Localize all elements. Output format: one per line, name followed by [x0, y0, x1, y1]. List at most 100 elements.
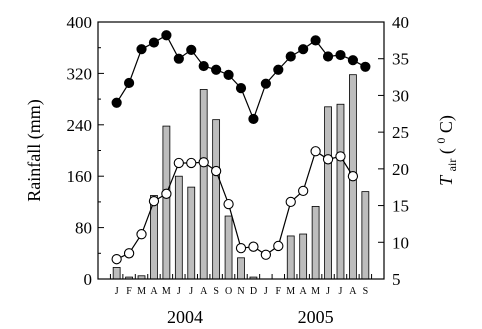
right-axis-label-sub: air [445, 159, 459, 172]
rainfall-bar-15 [299, 233, 308, 280]
month-label-10: N [237, 286, 244, 297]
rainfall-bar-0 [112, 267, 121, 280]
month-label-19: A [349, 286, 357, 297]
rainfall-bar-20 [361, 191, 370, 280]
rainfall-bar-17 [324, 106, 332, 280]
temp-min-point-5 [173, 157, 184, 169]
left-axis-ticks: 0 80 160 240 320 400 [67, 13, 104, 289]
temp-max-point-12 [260, 78, 271, 89]
temp-max-point-3 [148, 37, 160, 48]
month-label-7: A [200, 286, 208, 297]
left-tick-label-240: 240 [67, 116, 93, 135]
right-tick-label-30: 30 [392, 86, 409, 105]
month-label-16: M [311, 286, 320, 297]
temp-max-point-19 [347, 55, 359, 66]
temp-min-point-17 [322, 154, 334, 165]
left-tick-label-400: 400 [67, 13, 93, 32]
temperature-markers [111, 30, 371, 265]
temp-max-point-15 [298, 44, 309, 55]
right-tick-label-40: 40 [392, 13, 409, 32]
rainfall-bar-8 [212, 119, 221, 280]
month-label-5: J [177, 286, 181, 297]
temp-min-point-19 [347, 171, 359, 182]
temp-max-point-18 [335, 49, 346, 61]
rainfall-bar-4 [162, 125, 171, 280]
temp-min-point-0 [111, 254, 122, 265]
temp-max-point-5 [173, 53, 184, 64]
month-label-12: J [264, 286, 268, 297]
temp-max-point-2 [136, 44, 147, 55]
month-label-0: J [115, 286, 119, 297]
rainfall-bar-6 [187, 186, 196, 280]
temp-max-point-13 [273, 64, 284, 75]
right-tick-label-10: 10 [392, 233, 409, 252]
left-axis-label: Rainfall (mm) [24, 99, 45, 201]
temp-min-point-11 [248, 241, 259, 252]
month-label-18: J [339, 286, 343, 297]
month-label-1: F [126, 286, 132, 297]
year-label-1: 2005 [298, 307, 334, 327]
temp-min-point-9 [223, 198, 234, 210]
right-tick-label-15: 15 [392, 197, 409, 216]
temp-max-point-4 [161, 30, 172, 41]
temp-max-point-8 [211, 64, 222, 75]
month-label-4: M [162, 286, 171, 297]
temp-min-point-3 [148, 196, 160, 207]
rainfall-bar-10 [237, 257, 245, 280]
month-label-3: A [150, 286, 158, 297]
temp-min-point-18 [335, 151, 346, 162]
temp-min-point-14 [285, 196, 296, 208]
right-axis-label-sup: 0 [434, 138, 448, 144]
right-axis-label: T air ( 0 C) [429, 115, 460, 186]
rainfall-bar-16 [311, 205, 320, 280]
month-label-20: S [363, 286, 369, 297]
temp-max-point-14 [285, 51, 296, 62]
temp-min-point-2 [136, 229, 147, 240]
rainfall-bar-7 [199, 89, 208, 280]
left-tick-label-160: 160 [67, 167, 93, 186]
rainfall-bar-5 [174, 175, 183, 280]
right-axis-label-close: C) [436, 115, 457, 133]
temp-min-point-13 [273, 240, 284, 252]
month-label-8: S [213, 286, 219, 297]
temp-max-line [116, 34, 366, 121]
rainfall-bar-14 [286, 235, 295, 280]
right-tick-label-25: 25 [392, 123, 409, 142]
temp-max-point-17 [322, 51, 334, 62]
right-tick-label-35: 35 [392, 50, 409, 69]
temp-max-point-0 [111, 97, 122, 108]
temp-max-point-9 [223, 69, 234, 80]
left-tick-label-320: 320 [67, 64, 93, 83]
temp-min-point-4 [161, 188, 172, 199]
left-tick-label-0: 0 [84, 270, 93, 289]
temp-max-point-16 [310, 35, 321, 46]
temp-min-point-12 [260, 249, 272, 260]
temp-min-point-7 [198, 157, 209, 168]
year-label-0: 2004 [167, 307, 203, 327]
rainfall-bar-9 [224, 215, 233, 280]
month-label-14: M [286, 286, 295, 297]
temp-max-point-7 [198, 60, 209, 72]
temp-min-point-10 [235, 243, 247, 254]
month-label-2: M [137, 286, 146, 297]
temp-max-point-11 [248, 113, 259, 125]
month-label-15: A [300, 286, 308, 297]
right-axis-label-main: T [436, 174, 456, 186]
temp-max-point-10 [235, 82, 247, 94]
right-axis-ticks: 5 10 15 20 25 30 35 40 [378, 13, 409, 289]
temp-min-point-15 [298, 185, 309, 197]
month-label-13: F [276, 286, 282, 297]
temp-max-point-20 [360, 61, 371, 72]
temp-min-point-8 [210, 165, 222, 177]
right-axis-label-open: ( [436, 148, 457, 154]
right-tick-label-5: 5 [392, 270, 401, 289]
month-label-11: D [250, 286, 257, 297]
temp-min-point-16 [310, 146, 321, 157]
rainfall-bar-18 [336, 103, 345, 280]
month-label-9: O [225, 286, 232, 297]
temp-min-point-6 [186, 157, 197, 169]
right-tick-label-20: 20 [392, 160, 409, 179]
